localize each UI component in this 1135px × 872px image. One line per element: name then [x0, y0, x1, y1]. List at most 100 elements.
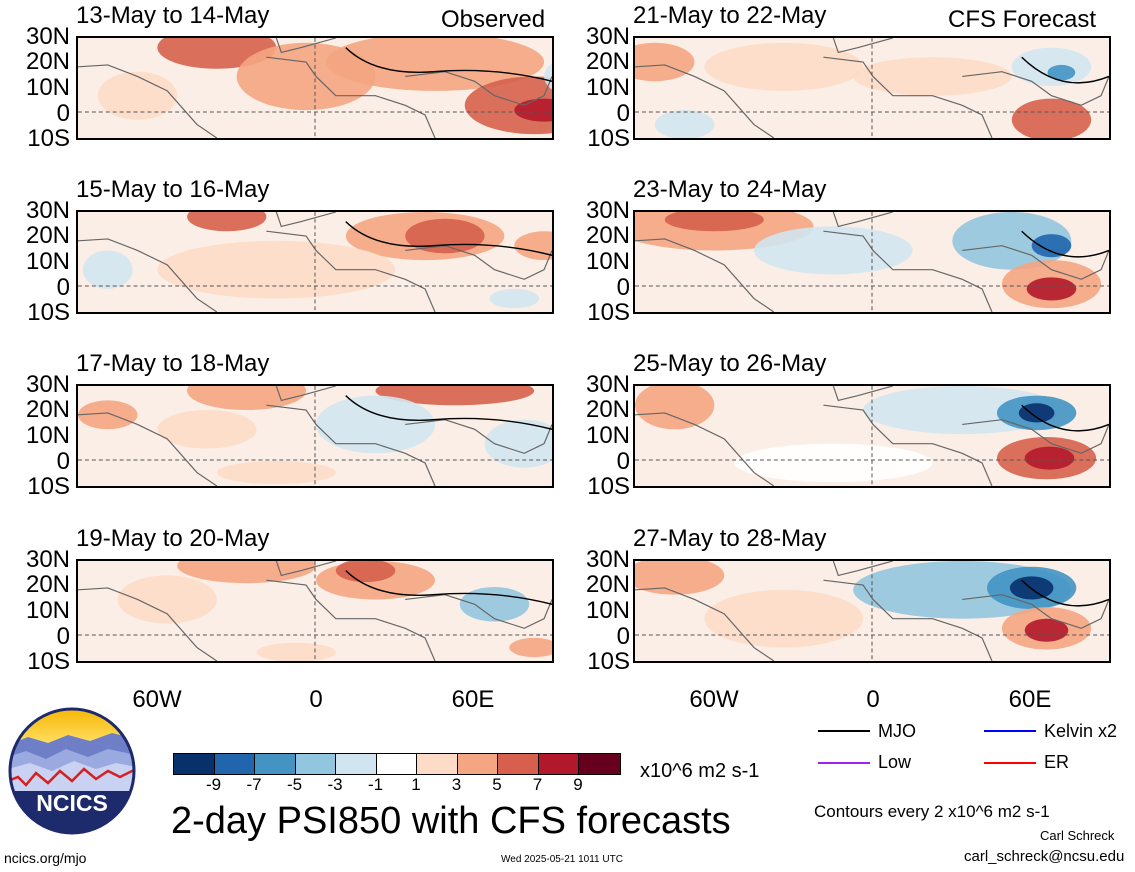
lat-label: 20N: [585, 222, 630, 249]
anomaly-blob: [1011, 47, 1092, 87]
anomaly-blob: [853, 57, 1012, 96]
coastlines: [635, 38, 1109, 138]
anomaly-blob: [187, 212, 267, 232]
panel-title: 19-May to 20-May: [76, 525, 270, 552]
anomaly-blob: [315, 395, 435, 454]
mjo-contour: [345, 570, 552, 605]
anomaly-blob: [157, 410, 257, 449]
legend-label-mjo: MJO: [878, 721, 916, 741]
mjo-contour: [345, 221, 552, 256]
anomaly-blob: [704, 589, 864, 648]
colorbar-tick-label: -9: [205, 775, 222, 794]
colorbar-cell: [255, 754, 296, 774]
map-panel: [76, 559, 554, 663]
lat-label: 30N: [585, 546, 630, 573]
lat-label: 10N: [585, 248, 630, 275]
panel-title: 23-May to 24-May: [633, 176, 827, 203]
mjo-contour: [1021, 579, 1109, 607]
panel-title: 27-May to 28-May: [633, 525, 827, 552]
colorbar-tick-label: 9: [573, 775, 583, 794]
anomaly-blob: [484, 419, 552, 468]
anomaly-field: [635, 38, 1109, 138]
lon-label-0-right: 0: [866, 686, 880, 713]
lon-label-60w-right: 60W: [689, 686, 739, 713]
lat-label: 0: [56, 274, 70, 301]
anomaly-blob: [635, 561, 725, 595]
lat-label: 20N: [585, 571, 630, 598]
coastlines: [635, 212, 1109, 312]
anomaly-field: [78, 38, 552, 138]
anomaly-blob: [489, 288, 540, 309]
map-panel: [633, 210, 1111, 314]
colorbar-cell: [417, 754, 458, 774]
anomaly-blob: [325, 38, 545, 91]
anomaly-blob: [753, 226, 913, 275]
legend-label-low: Low: [878, 752, 912, 772]
logo-text: NCICS: [36, 790, 108, 816]
map-panel: [76, 36, 554, 140]
lat-label: 10S: [27, 648, 70, 675]
coastlines: [78, 561, 552, 661]
coastlines: [635, 561, 1109, 661]
anomaly-blob: [97, 71, 178, 120]
legend-line-er: [984, 762, 1036, 764]
anomaly-blob: [664, 212, 764, 232]
colorbar-tick-label: 5: [492, 775, 502, 794]
legend-label-er: ER: [1044, 752, 1070, 772]
colorbar-cell: [538, 754, 579, 774]
anomaly-blob: [405, 218, 485, 254]
map-panel: [633, 559, 1111, 663]
site-url: ncics.org/mjo: [4, 850, 87, 866]
anomaly-blob: [1024, 618, 1069, 642]
anomaly-blob: [654, 110, 715, 138]
lat-label: 30N: [25, 23, 70, 50]
colorbar-tick-label: -1: [367, 775, 384, 794]
anomaly-blob: [635, 386, 715, 430]
colorbar-cell: [498, 754, 539, 774]
colorbar-cell: [174, 754, 215, 774]
anomaly-blob: [157, 240, 396, 299]
author-email: carl_schreck@ncsu.edu: [964, 848, 1125, 865]
lat-label: 30N: [25, 197, 70, 224]
panel-title: 17-May to 18-May: [76, 350, 270, 377]
lat-label: 10N: [585, 597, 630, 624]
lat-label: 10N: [25, 597, 70, 624]
lat-label: 10N: [25, 422, 70, 449]
map-panel: [76, 384, 554, 488]
panel-title: 25-May to 26-May: [633, 350, 827, 377]
anomaly-blob: [117, 575, 217, 624]
lat-label: 10N: [25, 74, 70, 101]
lat-label: 10S: [587, 299, 630, 326]
lat-label: 0: [616, 100, 630, 127]
anomaly-blob: [82, 250, 133, 289]
colorbar-tick-label: -5: [286, 775, 303, 794]
colorbar-tick-label: 7: [532, 775, 543, 794]
anomaly-blob: [1026, 277, 1077, 301]
anomaly-field: [78, 561, 552, 661]
mjo-contour: [1021, 56, 1109, 84]
coastlines: [635, 386, 1109, 486]
lat-label: 30N: [585, 197, 630, 224]
legend-line-low: [818, 762, 870, 764]
colorbar-tick-label: -3: [327, 775, 343, 794]
anomaly-blob: [1011, 98, 1092, 138]
legend-line-kelvin: [984, 730, 1036, 732]
anomaly-blob: [544, 63, 552, 90]
map-panel: [633, 384, 1111, 488]
lat-label: 20N: [585, 396, 630, 423]
anomaly-blob: [1047, 64, 1076, 81]
colorbar-units: x10^6 m2 s-1: [640, 760, 760, 782]
timestamp: Wed 2025-05-21 1011 UTC: [501, 854, 623, 865]
ncics-logo-graphic: NCICS: [8, 707, 136, 835]
lon-label-60w-left: 60W: [132, 686, 182, 713]
anomaly-blob: [1018, 403, 1055, 423]
lat-label: 10S: [587, 125, 630, 152]
anomaly-field: [635, 561, 1109, 661]
lat-label: 0: [616, 274, 630, 301]
lat-label: 0: [616, 623, 630, 650]
colorbar-tick-label: -7: [246, 775, 262, 794]
lat-label: 10S: [587, 473, 630, 500]
lat-label: 10S: [27, 125, 70, 152]
lat-label: 0: [56, 100, 70, 127]
mjo-contour: [345, 47, 552, 82]
